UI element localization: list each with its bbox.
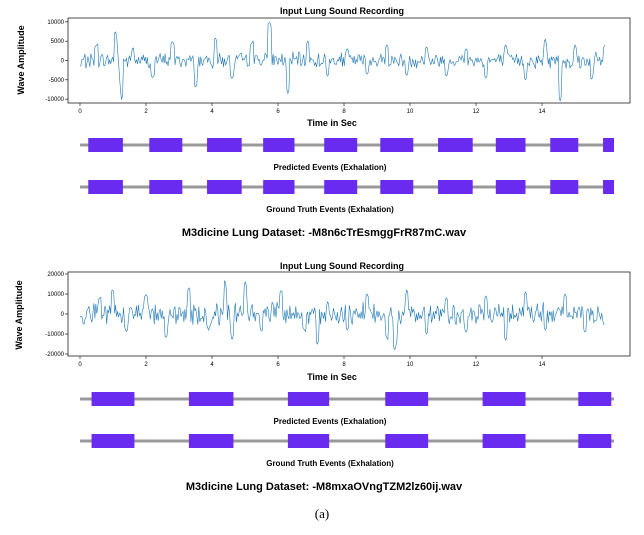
y-tick-label: 10000 <box>47 20 64 26</box>
ground-truth-events-label: Ground Truth Events (Exhalation) <box>266 205 394 214</box>
event-block <box>603 138 614 152</box>
ground-truth-events-label: Ground Truth Events (Exhalation) <box>266 459 394 468</box>
x-tick-label: 14 <box>539 109 546 115</box>
event-block <box>578 434 612 448</box>
event-block <box>91 392 135 406</box>
plot-title: Input Lung Sound Recording <box>280 261 404 271</box>
recording-panel-1: Input Lung Sound Recording 0 2 4 6 8 10 12 14 1… <box>0 0 644 245</box>
event-block <box>438 138 473 152</box>
x-ticks: 0 2 4 6 8 10 12 14 <box>78 103 546 115</box>
event-block <box>149 180 183 194</box>
x-tick-label: 8 <box>342 109 346 115</box>
event-block <box>263 138 295 152</box>
plot-frame <box>67 17 631 104</box>
x-tick-label: 6 <box>276 109 280 115</box>
x-tick-label: 0 <box>78 109 82 115</box>
event-block <box>88 180 123 194</box>
x-tick-label: 6 <box>276 362 280 368</box>
event-block <box>482 434 526 448</box>
event-block <box>88 138 123 152</box>
y-tick-label: 0 <box>61 59 65 65</box>
event-block <box>495 138 526 152</box>
y-ticks: 20000 10000 0 -10000 -20000 <box>45 272 68 358</box>
event-block <box>578 392 612 406</box>
event-block <box>287 434 330 448</box>
waveform-plot: 0 2 4 6 8 10 12 14 20000 10000 0 -10000 -20000 <box>45 271 631 368</box>
y-ticks: 10000 5000 0 -5000 -10000 <box>45 20 68 103</box>
event-block <box>380 138 414 152</box>
y-axis-label: Wave Amplitude <box>16 25 26 94</box>
recording-panel-2: Input Lung Sound Recording 0 2 4 6 8 10 12 14 2… <box>0 258 644 498</box>
event-block <box>207 138 242 152</box>
event-block <box>380 180 414 194</box>
event-block <box>385 392 429 406</box>
x-tick-label: 12 <box>473 362 480 368</box>
dataset-caption: M3dicine Lung Dataset: -M8n6cTrEsmggFrR8… <box>182 227 467 239</box>
recording-figure-2: Input Lung Sound Recording 0 2 4 6 8 10 12 14 2… <box>14 261 631 493</box>
event-block <box>482 392 526 406</box>
x-tick-label: 4 <box>210 109 214 115</box>
y-tick-label: -5000 <box>49 78 65 84</box>
event-block <box>263 180 295 194</box>
x-tick-label: 2 <box>144 362 148 368</box>
y-tick-label: 0 <box>61 312 65 318</box>
x-tick-label: 10 <box>407 362 414 368</box>
y-tick-label: 20000 <box>47 272 64 278</box>
predicted-events-timeline <box>80 138 614 152</box>
figure-label: (a) <box>314 506 330 521</box>
recording-figure-1: Input Lung Sound Recording 0 2 4 6 8 10 12 14 1… <box>16 6 631 239</box>
y-tick-label: -10000 <box>45 97 64 103</box>
event-block <box>207 180 242 194</box>
event-block <box>188 392 234 406</box>
event-block <box>385 434 429 448</box>
plot-title: Input Lung Sound Recording <box>280 6 404 16</box>
event-block <box>188 434 234 448</box>
event-block <box>149 138 183 152</box>
event-block <box>324 180 358 194</box>
event-block <box>287 392 330 406</box>
event-block <box>550 138 579 152</box>
predicted-events-timeline <box>80 392 614 406</box>
predicted-events-label: Predicted Events (Exhalation) <box>274 163 387 172</box>
event-block <box>495 180 526 194</box>
y-axis-label: Wave Amplitude <box>14 280 24 349</box>
y-tick-label: -20000 <box>45 352 64 358</box>
x-tick-label: 12 <box>473 109 480 115</box>
x-tick-label: 10 <box>407 109 414 115</box>
x-axis-label: Time in Sec <box>307 372 357 382</box>
event-block <box>324 138 358 152</box>
waveform-line <box>79 22 605 102</box>
event-block <box>438 180 473 194</box>
event-block <box>550 180 579 194</box>
y-tick-label: -10000 <box>45 332 64 338</box>
dataset-caption: M3dicine Lung Dataset: -M8mxaOVngTZM2lz6… <box>186 481 463 493</box>
y-tick-label: 5000 <box>51 39 65 45</box>
y-tick-label: 10000 <box>47 292 64 298</box>
x-ticks: 0 2 4 6 8 10 12 14 <box>78 356 546 368</box>
ground-truth-events-timeline <box>80 434 614 448</box>
predicted-events-label: Predicted Events (Exhalation) <box>274 417 387 426</box>
ground-truth-events-timeline <box>80 180 614 194</box>
x-axis-label: Time in Sec <box>307 118 357 128</box>
event-block <box>603 180 614 194</box>
x-tick-label: 14 <box>539 362 546 368</box>
waveform-line <box>79 280 605 351</box>
x-tick-label: 8 <box>342 362 346 368</box>
event-block <box>91 434 135 448</box>
x-tick-label: 0 <box>78 362 82 368</box>
x-tick-label: 4 <box>210 362 214 368</box>
waveform-plot: 0 2 4 6 8 10 12 14 10000 5000 0 -5000 -10000 <box>45 17 631 115</box>
x-tick-label: 2 <box>144 109 148 115</box>
